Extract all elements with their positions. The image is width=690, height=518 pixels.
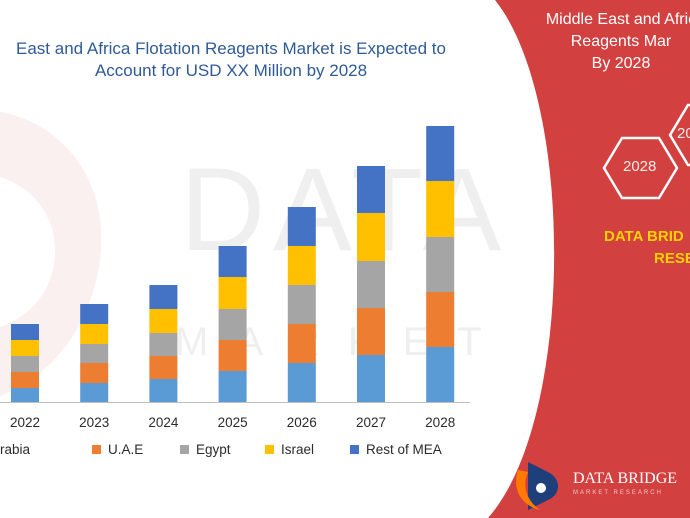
bar-2028-egypt — [426, 237, 455, 292]
bar-2026-israel — [287, 246, 316, 285]
panel-title-line3: By 2028 — [591, 55, 651, 72]
panel-title-line1: Middle East and Afric — [545, 11, 690, 28]
bar-2023-rest-of-mea — [80, 304, 109, 324]
bar-2025-rest-of-mea — [218, 246, 247, 277]
bar-2022-li-arabia — [11, 388, 39, 402]
bar-2024-li-arabia — [149, 379, 178, 402]
x-tick-label-2026: 2026 — [287, 415, 317, 430]
bar-2028-rest-of-mea — [426, 126, 455, 181]
hex-label-partial: 20 — [677, 125, 690, 142]
hex-label-2028: 2028 — [623, 158, 657, 175]
legend-item-israel: Israel — [265, 442, 314, 457]
bar-2025-li-arabia — [218, 371, 247, 402]
bar-2027-li-arabia — [357, 355, 385, 402]
bar-2025-egypt — [218, 309, 247, 340]
legend-label: li Arabia — [0, 442, 31, 457]
brand-text-line1: DATA BRID — [604, 228, 684, 245]
bar-2022-egypt — [11, 356, 39, 372]
x-tick-label-2023: 2023 — [79, 415, 109, 430]
bar-2024-egypt — [149, 333, 178, 356]
bar-2027-u-a-e — [357, 308, 385, 355]
bars-group — [11, 126, 455, 402]
legend-swatch — [92, 444, 101, 454]
bar-2027-israel — [357, 213, 385, 261]
hexagon-outline-left — [602, 136, 679, 200]
panel-title-line2: Reagents Mar — [570, 33, 672, 50]
chart-title: East and Africa Flotation Reagents Marke… — [0, 38, 466, 82]
bar-2023-egypt — [80, 344, 109, 363]
bar-2028-israel — [426, 181, 455, 237]
x-tick-label-2028: 2028 — [425, 415, 455, 430]
legend-swatch — [265, 444, 274, 454]
bar-2022-israel — [11, 340, 39, 356]
legend-label: Israel — [281, 442, 315, 457]
bar-2024-israel — [149, 309, 178, 333]
legend-swatch — [350, 444, 359, 454]
hexagon-outline-right — [668, 103, 690, 167]
legend-label: U.A.E — [108, 442, 144, 457]
bar-2027-rest-of-mea — [357, 166, 385, 213]
x-tick-label-2024: 2024 — [148, 415, 179, 430]
bar-2024-u-a-e — [149, 356, 178, 379]
bar-2025-israel — [218, 277, 247, 309]
right-panel-background — [488, 0, 690, 518]
logo-tagline: MARKET RESEARCH — [573, 490, 663, 496]
legend-label: Rest of MEA — [366, 442, 442, 457]
bar-2026-rest-of-mea — [287, 207, 316, 246]
bar-2028-li-arabia — [426, 347, 455, 402]
chart-title-line1: East and Africa Flotation Reagents Marke… — [16, 39, 446, 58]
bar-2022-rest-of-mea — [11, 324, 39, 340]
brand-text-right: DATA BRID RESE — [604, 226, 690, 270]
panel-title: Middle East and Afric Reagents Mar By 20… — [506, 9, 690, 75]
chart-title-line2: Account for USD XX Million by 2028 — [94, 61, 368, 80]
x-tick-labels: 2022 2023 2024 2025 2026 2027 2028 — [10, 415, 455, 430]
logo-name: DATA BRIDGE — [573, 470, 678, 487]
logo-mark — [516, 462, 559, 510]
x-tick-label-2022: 2022 — [10, 415, 40, 430]
legend-swatch — [180, 444, 189, 454]
bar-2022-u-a-e — [11, 372, 39, 388]
bar-2027-egypt — [357, 261, 385, 308]
x-tick-label-2027: 2027 — [356, 415, 386, 430]
bar-2024-rest-of-mea — [149, 285, 178, 309]
legend-item-egypt: Egypt — [180, 442, 231, 457]
bar-2026-u-a-e — [287, 324, 316, 363]
bar-2026-egypt — [287, 285, 316, 324]
bar-2023-u-a-e — [80, 363, 109, 383]
bar-2028-u-a-e — [426, 292, 455, 347]
bar-2026-li-arabia — [287, 363, 316, 402]
bar-2023-li-arabia — [80, 383, 109, 402]
x-tick-label-2025: 2025 — [218, 415, 248, 430]
brand-text-line2: RESE — [654, 250, 690, 267]
legend-item-li-arabia: li Arabia — [0, 442, 30, 457]
bar-2025-u-a-e — [218, 340, 247, 371]
legend-item-rest-of-mea: Rest of MEA — [350, 442, 442, 457]
legend-label: Egypt — [196, 442, 231, 457]
legend-item-u-a-e: U.A.E — [92, 442, 143, 457]
bar-2023-israel — [80, 324, 109, 344]
